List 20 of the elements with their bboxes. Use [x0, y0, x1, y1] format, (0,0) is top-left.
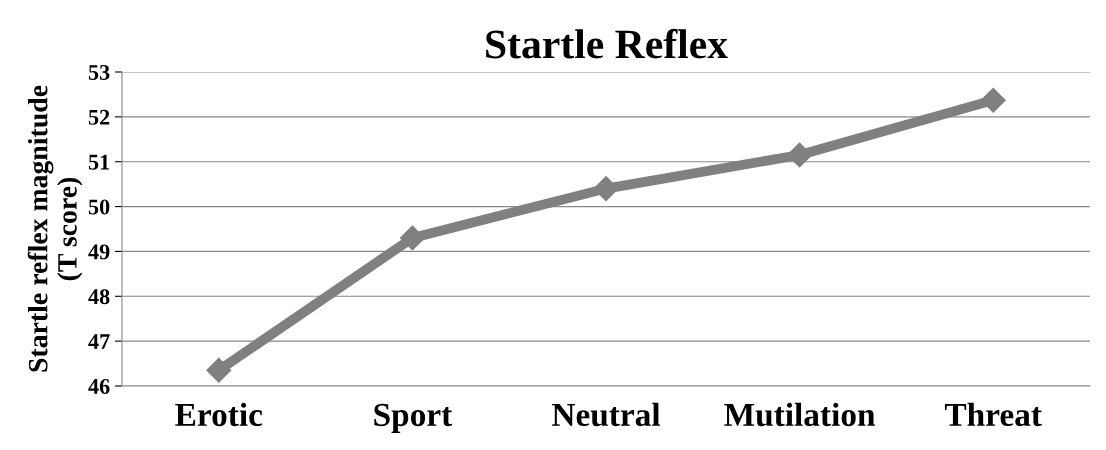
y-tick-label: 51 [88, 154, 110, 170]
y-tick-label: 53 [88, 64, 110, 80]
point [206, 357, 232, 383]
y-tick-label: 50 [88, 199, 110, 215]
y-tick-label: 49 [88, 244, 110, 260]
x-tick-label: Erotic [175, 402, 263, 427]
x-tick-label: Sport [374, 403, 453, 433]
y-axis-title: Startle reflex magnitude (T score) [27, 85, 83, 372]
x-tick-label: Threat [944, 402, 1042, 427]
y-tick-label: 48 [88, 289, 110, 305]
chart-title: Startle Reflex [486, 28, 728, 59]
point [399, 225, 425, 251]
y-tick-label: 46 [88, 378, 110, 394]
x-tick-label: Mutilation [724, 402, 876, 427]
point [593, 176, 619, 202]
y-tick-label: 52 [88, 109, 110, 125]
point [980, 87, 1006, 113]
x-tick-label: Neutral [552, 402, 661, 427]
y-tick-label: 47 [88, 334, 110, 349]
point [787, 142, 813, 168]
